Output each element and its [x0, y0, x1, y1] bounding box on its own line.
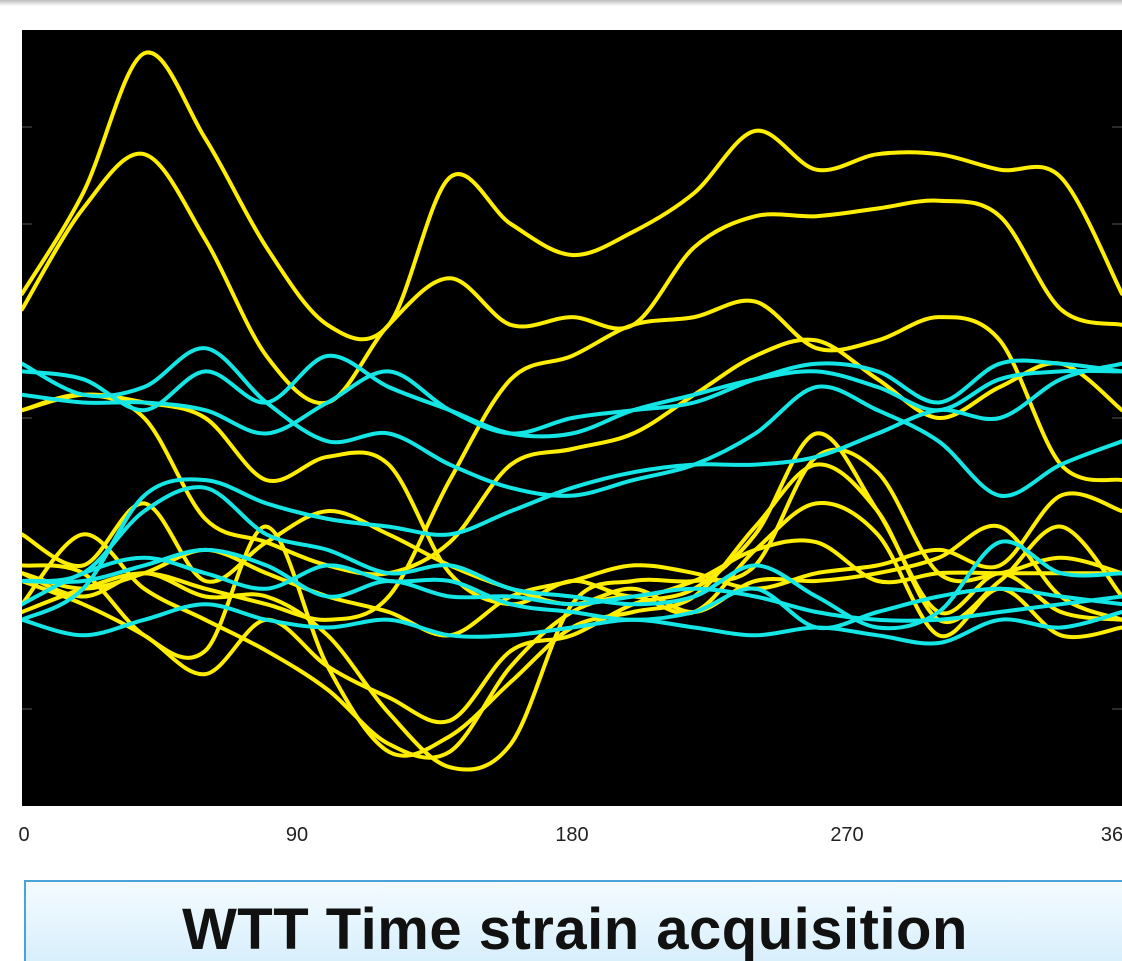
series-line-yellow-10	[22, 298, 1122, 622]
banner-title: WTT Time strain acquisition	[182, 897, 968, 961]
series-line-cyan-14	[22, 555, 1122, 631]
series-line-cyan-18	[22, 361, 1122, 622]
title-banner: WTT Time strain acquisition	[24, 880, 1122, 961]
series-line-cyan-11	[22, 346, 1122, 498]
series-line-cyan-12	[22, 358, 1122, 436]
series-line-yellow-8	[22, 337, 1122, 577]
x-tick-label-4: 36	[1100, 824, 1122, 846]
x-tick-label-3: 270	[830, 824, 864, 846]
series-layer	[22, 50, 1122, 772]
series-line-yellow-4	[22, 431, 1122, 725]
series-line-yellow-0	[22, 50, 1122, 342]
y-tick-marks	[22, 126, 1122, 710]
strain-chart	[22, 30, 1122, 806]
top-divider	[0, 0, 1122, 6]
series-line-cyan-15	[22, 602, 1122, 646]
x-tick-label-0: 0	[18, 824, 30, 846]
series-line-cyan-13	[22, 485, 1122, 631]
series-line-yellow-1	[22, 151, 1122, 406]
x-tick-label-2: 180	[555, 824, 589, 846]
x-tick-label-1: 90	[285, 824, 309, 846]
series-line-cyan-17	[22, 547, 1122, 623]
